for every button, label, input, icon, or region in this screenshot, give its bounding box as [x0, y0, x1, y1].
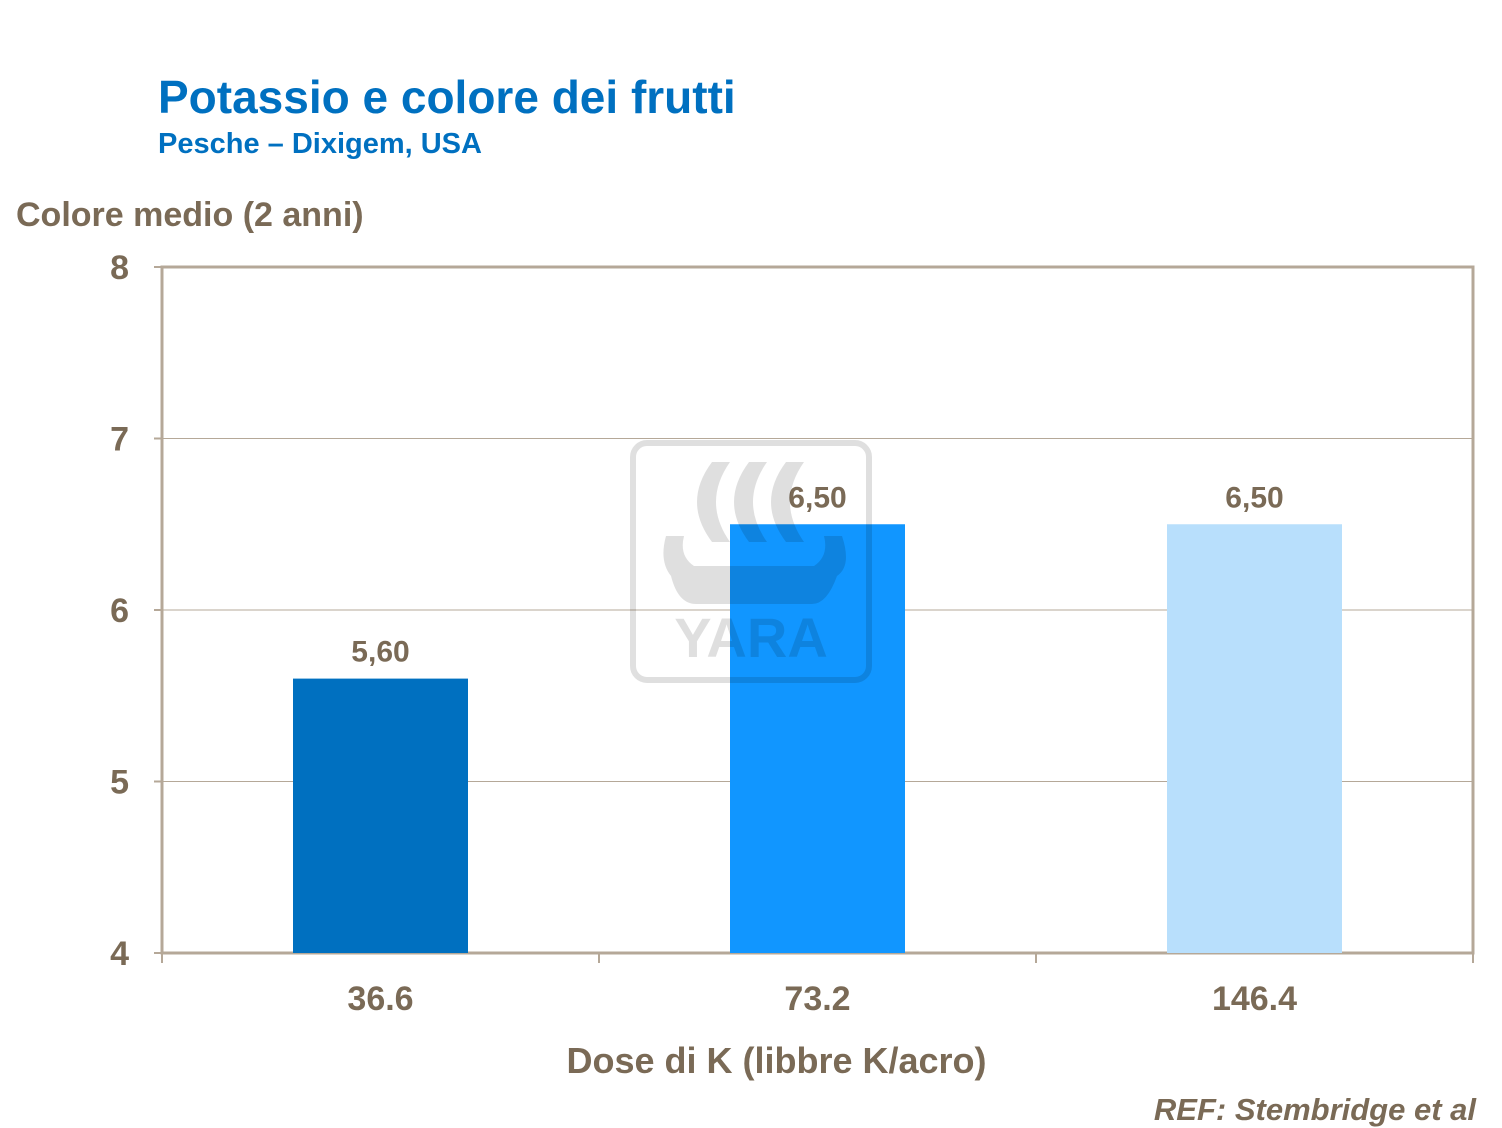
watermark-text: YARA: [674, 606, 828, 669]
reference-note: REF: Stembridge et al: [1153, 1092, 1476, 1127]
x-axis-label: Dose di K (libbre K/acro): [566, 1040, 987, 1081]
y-tick-label: 5: [110, 764, 129, 802]
bar: [293, 678, 468, 953]
y-tick-label: 8: [110, 249, 129, 287]
y-tick-label: 6: [110, 592, 129, 630]
watermark-logo: YARA: [630, 440, 872, 683]
watermark-wave: [771, 462, 804, 542]
bar: [730, 524, 905, 953]
y-tick-label: 4: [110, 935, 129, 973]
y-axis-label: Colore medio (2 anni): [16, 196, 364, 234]
y-tick-label: 7: [110, 421, 129, 459]
watermark-ship: [663, 536, 846, 604]
x-tick-label: 36.6: [347, 980, 413, 1018]
watermark-frame: [630, 440, 872, 683]
data-label: 6,50: [1225, 481, 1283, 514]
x-tick-label: 73.2: [784, 980, 850, 1018]
x-tick-label: 146.4: [1212, 980, 1297, 1018]
chart-subtitle: Pesche – Dixigem, USA: [158, 128, 482, 160]
watermark-wave: [697, 462, 730, 542]
chart-title: Potassio e colore dei frutti: [158, 71, 736, 123]
watermark-wave: [734, 462, 767, 542]
data-label: 6,50: [788, 481, 846, 514]
data-label: 5,60: [351, 636, 409, 669]
bar: [1167, 524, 1342, 953]
